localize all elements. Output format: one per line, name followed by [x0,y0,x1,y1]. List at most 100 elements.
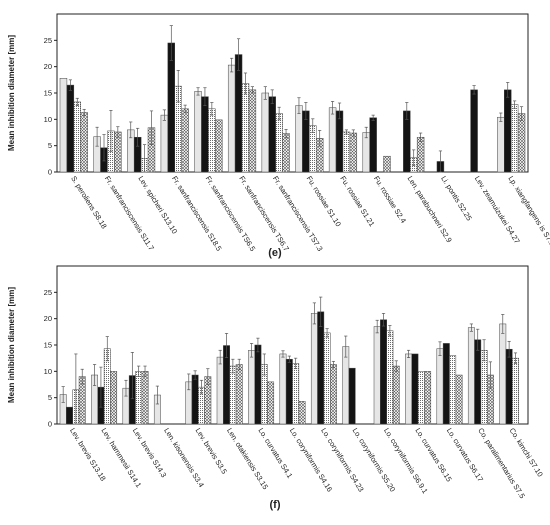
y-axis-label: Mean inhibition diameter [mm] [7,287,16,403]
bar [405,353,412,425]
bar [234,54,243,173]
bar [167,42,175,173]
bar [369,117,377,173]
bar [499,323,507,425]
y-tick-label: 10 [44,367,52,376]
bar [342,346,350,425]
bar [66,406,73,425]
bar [135,371,143,425]
bar [373,326,381,425]
bar [436,348,444,425]
category-label: Fu. rossiae S1.10 [305,174,343,228]
bar [241,83,250,173]
y-tick-label: 15 [44,341,52,350]
bar [442,343,450,425]
y-tick-label: 0 [48,168,52,177]
panel-label: (e) [268,247,282,259]
bar [141,371,149,425]
bar [328,107,337,173]
bar [181,108,189,173]
bar [470,89,478,173]
bar [386,330,394,425]
bar [191,374,199,425]
bar [403,110,411,173]
bar [348,367,356,425]
bar [292,363,300,425]
bar [455,374,463,425]
category-label: Lev. brevis S3.5 [194,426,229,475]
bar [424,371,432,425]
bar [504,89,512,173]
category-label: Li. pontis S2.25 [439,174,474,222]
bar [474,339,482,425]
bar [275,113,283,173]
category-label: Fu. rossiae S2.4 [372,174,408,224]
bar [330,364,337,425]
bar [73,101,81,173]
bar [342,131,351,173]
bar [194,91,202,173]
y-tick-label: 20 [44,62,52,71]
bar [66,84,75,173]
category-label: S. peroliens S8.18 [69,174,109,230]
bar [383,155,391,173]
bar [254,344,262,425]
y-tick-label: 5 [48,393,52,402]
bar [510,104,519,173]
bar [235,364,243,425]
y-tick-label: 0 [48,420,52,429]
bar [229,365,237,425]
bar [285,358,293,425]
bar [449,355,457,425]
bar [317,311,325,425]
bar [310,313,318,425]
bar [110,371,118,425]
bar [417,371,425,425]
bar [411,353,419,425]
y-tick-label: 25 [44,288,52,297]
bar [215,119,223,173]
bar [282,133,290,173]
y-axis-label: Mean inhibition diameter [mm] [7,35,16,151]
y-tick-label: 20 [44,314,52,323]
y-tick-label: 10 [44,115,52,124]
bar [160,114,169,173]
bar [261,92,270,173]
bar [323,332,331,425]
bar [392,365,400,425]
category-label: Fu. rossiae S1.21 [338,174,376,228]
bar [467,327,475,425]
category-label: Co. kimchi S7.10 [508,426,545,478]
bar [268,96,276,173]
chart-panel-f: 0 5 10 15 20 25 Mean inhibition diameter [mm] L… [7,265,545,511]
bar [279,353,287,425]
bar [497,116,505,173]
bar [59,78,68,173]
bar [248,89,257,173]
bar [295,105,303,173]
bar [248,350,255,425]
bar [302,110,310,173]
y-tick-label: 25 [44,36,52,45]
bar [505,348,513,425]
bar [362,132,370,173]
bar [380,319,387,425]
bar [480,350,488,425]
y-tick-label: 5 [48,141,52,150]
bar [208,108,216,173]
bar [298,401,306,425]
category-label: Lev. brevis S14.3 [131,426,169,479]
bar [114,131,122,173]
bar [517,113,526,173]
chart-panel-e: 0 5 10 15 20 25 Mean inhibition diameter [mm] S… [7,13,550,259]
bar [201,96,209,173]
bar [216,356,224,425]
bar [349,132,358,173]
bar [416,136,425,173]
bar [227,64,236,173]
panel-label: (f) [270,499,281,511]
bar [267,381,275,425]
bar [512,357,519,425]
bar [80,112,88,173]
